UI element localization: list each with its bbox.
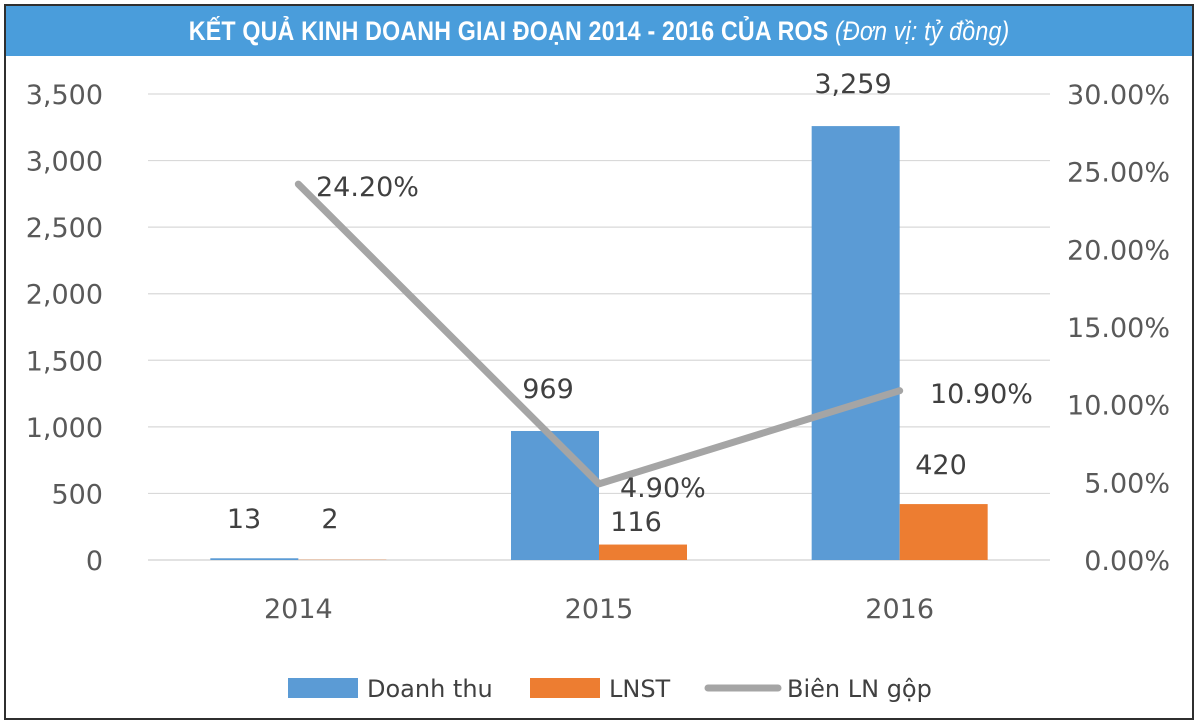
bar-lnst bbox=[899, 504, 988, 560]
y2-tick-label: 30.00% bbox=[1067, 80, 1170, 111]
data-label-bien-ln-gop: 4.90% bbox=[620, 473, 706, 504]
data-label-lnst: 2 bbox=[321, 504, 338, 535]
data-label-lnst: 116 bbox=[610, 507, 662, 538]
y-tick-label: 1,000 bbox=[26, 413, 103, 444]
chart-title: KẾT QUẢ KINH DOANH GIAI ĐOẠN 2014 - 2016… bbox=[189, 16, 1010, 47]
bar-doanh-thu bbox=[210, 558, 299, 560]
data-label-bien-ln-gop: 10.90% bbox=[930, 379, 1033, 410]
y2-tick-label: 5.00% bbox=[1084, 468, 1170, 499]
y-tick-label: 0 bbox=[86, 546, 103, 577]
legend-label-lnst: LNST bbox=[609, 675, 671, 703]
x-tick-label: 2016 bbox=[865, 594, 934, 625]
y-axis-right: 0.00% 5.00% 10.00% 15.00% 20.00% 25.00% 30.00% bbox=[1067, 80, 1170, 577]
bar-doanh-thu bbox=[511, 430, 599, 560]
y2-tick-label: 15.00% bbox=[1067, 313, 1170, 344]
x-tick-label: 2014 bbox=[264, 594, 333, 625]
y-tick-label: 2,000 bbox=[26, 280, 103, 311]
data-label-doanh-thu: 3,259 bbox=[814, 69, 891, 100]
bar-lnst bbox=[599, 544, 687, 560]
y-tick-label: 2,500 bbox=[26, 213, 103, 244]
y2-tick-label: 25.00% bbox=[1067, 158, 1170, 189]
bar-doanh-thu bbox=[811, 126, 900, 560]
x-axis: 2014 2015 2016 bbox=[264, 594, 934, 625]
y-tick-label: 3,000 bbox=[26, 147, 103, 178]
y2-tick-label: 20.00% bbox=[1067, 235, 1170, 266]
data-label-bien-ln-gop: 24.20% bbox=[316, 172, 419, 203]
legend: Doanh thu LNST Biên LN gộp bbox=[288, 675, 932, 703]
bars bbox=[210, 126, 988, 560]
legend-label-bien-ln-gop: Biên LN gộp bbox=[787, 675, 932, 703]
chart-title-main: KẾT QUẢ KINH DOANH GIAI ĐOẠN 2014 - 2016… bbox=[188, 15, 829, 46]
data-label-doanh-thu: 13 bbox=[227, 504, 261, 535]
y-tick-label: 500 bbox=[51, 479, 103, 510]
legend-swatch-doanh-thu bbox=[288, 678, 358, 698]
legend-swatch-lnst bbox=[530, 678, 600, 698]
margin-line bbox=[294, 180, 904, 488]
y-tick-label: 1,500 bbox=[26, 346, 103, 377]
x-tick-label: 2015 bbox=[565, 594, 634, 625]
line-bien-ln-gop bbox=[294, 180, 904, 488]
legend-label-doanh-thu: Doanh thu bbox=[367, 675, 493, 703]
y2-tick-label: 0.00% bbox=[1084, 546, 1170, 577]
y2-tick-label: 10.00% bbox=[1067, 391, 1170, 422]
chart-frame bbox=[4, 4, 1194, 720]
y-axis-left: 0 500 1,000 1,500 2,000 2,500 3,000 3,500 bbox=[26, 80, 103, 577]
y-tick-label: 3,500 bbox=[26, 80, 103, 111]
data-label-doanh-thu: 969 bbox=[522, 374, 574, 405]
chart-title-unit: (Đơn vị: tỷ đồng) bbox=[834, 15, 1010, 46]
title-bar: KẾT QUẢ KINH DOANH GIAI ĐOẠN 2014 - 2016… bbox=[6, 6, 1192, 56]
data-labels: 13 969 3,259 2 116 420 24.20% 4.90% 10.90% bbox=[227, 69, 1033, 538]
data-label-lnst: 420 bbox=[915, 450, 967, 481]
